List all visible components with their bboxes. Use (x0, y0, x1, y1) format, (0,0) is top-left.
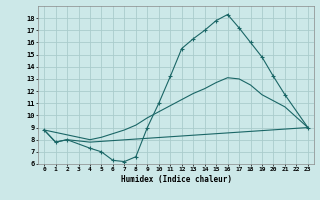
X-axis label: Humidex (Indice chaleur): Humidex (Indice chaleur) (121, 175, 231, 184)
